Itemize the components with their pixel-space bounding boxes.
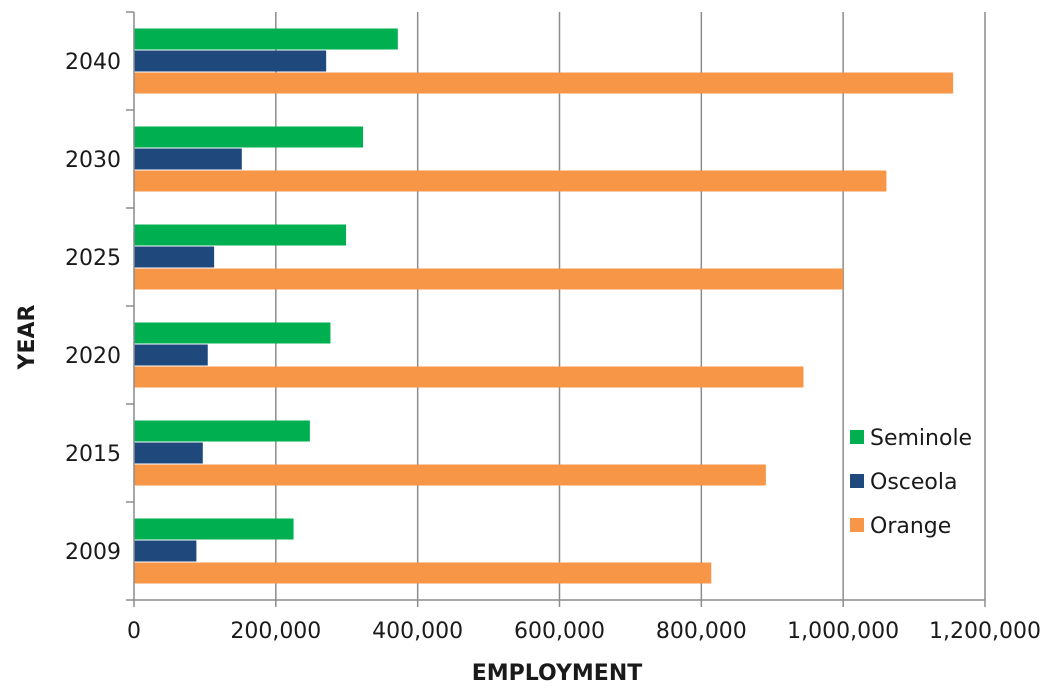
bar-orange-2009: [134, 562, 712, 584]
bar-osceola-2015: [134, 442, 203, 464]
bar-orange-2015: [134, 464, 766, 486]
x-tick-label: 1,200,000: [929, 619, 1041, 644]
bar-orange-2025: [134, 268, 844, 290]
y-tick-labels: 2009 2015 2020 2025 2030 2040: [65, 50, 121, 565]
x-tick-label: 200,000: [230, 619, 321, 644]
y-tick-label: 2015: [65, 442, 121, 467]
y-tick-label: 2030: [65, 148, 121, 173]
x-tick-label: 600,000: [514, 619, 605, 644]
y-tick-label: 2020: [65, 344, 121, 369]
x-tick-label: 1,000,000: [787, 619, 899, 644]
legend-swatch-seminole: [850, 430, 864, 444]
bar-seminole-2025: [134, 224, 347, 246]
x-tick-labels: 0 200,000 400,000 600,000 800,000 1,000,000 1,…: [127, 619, 1041, 644]
bar-osceola-2009: [134, 540, 197, 562]
y-tick-label: 2009: [65, 540, 121, 565]
x-axis-title: EMPLOYMENT: [472, 661, 642, 686]
bar-osceola-2030: [134, 148, 242, 170]
legend: Seminole Osceola Orange: [850, 426, 972, 539]
bar-seminole-2020: [134, 322, 331, 344]
bar-osceola-2020: [134, 344, 208, 366]
bar-osceola-2025: [134, 246, 215, 268]
bar-orange-2040: [134, 72, 954, 94]
y-tick-label: 2025: [65, 246, 121, 271]
x-tick-label: 800,000: [656, 619, 747, 644]
bar-orange-2030: [134, 170, 887, 192]
bar-orange-2020: [134, 366, 804, 388]
bars: [134, 28, 954, 584]
axes: [126, 11, 986, 607]
y-tick-label: 2040: [65, 50, 121, 75]
legend-label-seminole: Seminole: [870, 426, 972, 451]
bar-seminole-2009: [134, 518, 294, 540]
legend-label-orange: Orange: [870, 514, 951, 539]
bar-osceola-2040: [134, 50, 327, 72]
gridlines: [275, 12, 986, 600]
y-axis-title: YEAR: [15, 304, 40, 370]
legend-swatch-orange: [850, 518, 864, 532]
legend-swatch-osceola: [850, 474, 864, 488]
x-tick-label: 400,000: [372, 619, 463, 644]
x-tick-label: 0: [127, 619, 141, 644]
bar-seminole-2030: [134, 126, 364, 148]
bar-seminole-2040: [134, 28, 398, 50]
legend-label-osceola: Osceola: [870, 470, 957, 495]
bar-seminole-2015: [134, 420, 310, 442]
